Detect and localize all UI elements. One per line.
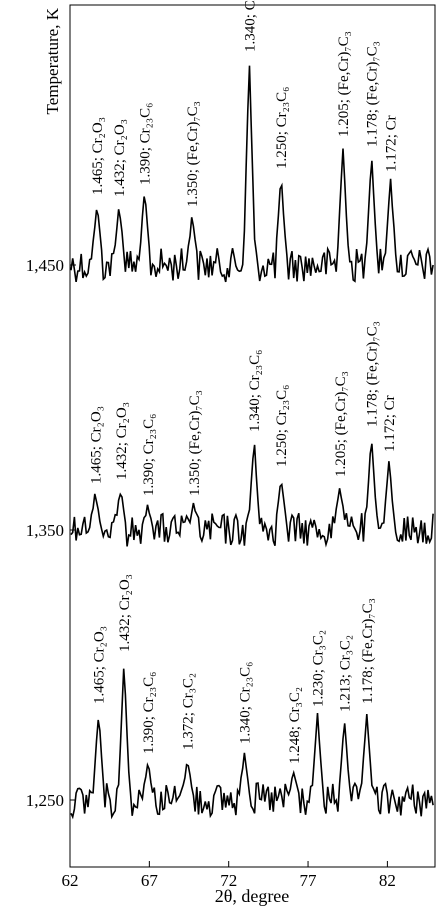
peak-label: 1.340; Cr₂₃C₆: [242, 0, 258, 52]
peak-label: 1.465; Cr₂O₃: [88, 406, 104, 484]
x-tick-label: 62: [62, 871, 79, 890]
peak-label: 1.250; Cr₂₃C₆: [274, 385, 290, 467]
y-tick-label: 1,450: [26, 256, 64, 275]
peak-label: 1.178; (Fe,Cr)₇C₃: [360, 598, 376, 704]
y-tick-label: 1,350: [26, 521, 64, 540]
peak-label: 1.340; Cr₂₃C₆: [247, 350, 263, 432]
peak-label: 1.250; Cr₂₃C₆: [274, 87, 290, 169]
xrd-series-line: [70, 443, 434, 548]
x-tick-label: 72: [220, 871, 237, 890]
peak-label: 1.390; Cr₂₃C₆: [141, 414, 157, 496]
x-tick-label: 67: [141, 871, 159, 890]
peak-label: 1.390; Cr₂₃C₆: [141, 672, 157, 754]
y-tick-label: 1,250: [26, 791, 64, 810]
peak-label: 1.248; Cr₃C₂: [287, 687, 303, 764]
xrd-series-line: [70, 65, 434, 283]
x-tick-layer: 62 67 72 77 82: [62, 861, 396, 890]
peak-label: 1.230; Cr₃C₂: [311, 630, 327, 707]
peak-label: 1.172; Cr: [384, 115, 400, 172]
peak-label: 1.350; (Fe,Cr)₇C₃: [187, 390, 203, 496]
peak-label: 1.172; Cr: [382, 395, 398, 452]
peak-label-layer: 1.465; Cr₂O₃ 1.432; Cr₂O₃ 1.390; Cr₂₃C₆ 1.3…: [88, 0, 399, 764]
x-tick-label: 82: [379, 871, 396, 890]
series-layer: [70, 65, 434, 820]
y-axis-label: Temperature, K: [43, 7, 62, 114]
x-axis-label: 2θ, degree: [215, 886, 290, 906]
peak-label: 1.465; Cr₂O₃: [92, 626, 108, 704]
peak-label: 1.178; (Fe,Cr)₇C₃: [365, 321, 381, 427]
peak-label: 1.350; (Fe,Cr)₇C₃: [185, 101, 201, 207]
peak-label: 1.432; Cr₂O₃: [112, 119, 128, 197]
peak-label: 1.465; Cr₂O₃: [90, 117, 106, 195]
peak-label: 1.205; (Fe,Cr)₇C₃: [336, 31, 352, 137]
peak-label: 1.432; Cr₂O₃: [117, 574, 133, 652]
xrd-series-line: [70, 668, 434, 820]
peak-label: 1.205; (Fe,Cr)₇C₃: [333, 371, 349, 477]
peak-label: 1.432; Cr₂O₃: [114, 402, 130, 480]
y-tick-layer: 1,450 1,350 1,250: [26, 256, 76, 810]
peak-label: 1.178; (Fe,Cr)₇C₃: [365, 41, 381, 147]
plot-frame: [69, 4, 436, 868]
x-tick-label: 77: [300, 871, 318, 890]
peak-label: 1.390; Cr₂₃C₆: [138, 103, 154, 185]
peak-label: 1.213; Cr₃C₂: [338, 635, 354, 712]
peak-label: 1.340; Cr₂₃C₆: [238, 662, 254, 744]
peak-label: 1.372; Cr₃C₂: [180, 673, 196, 750]
